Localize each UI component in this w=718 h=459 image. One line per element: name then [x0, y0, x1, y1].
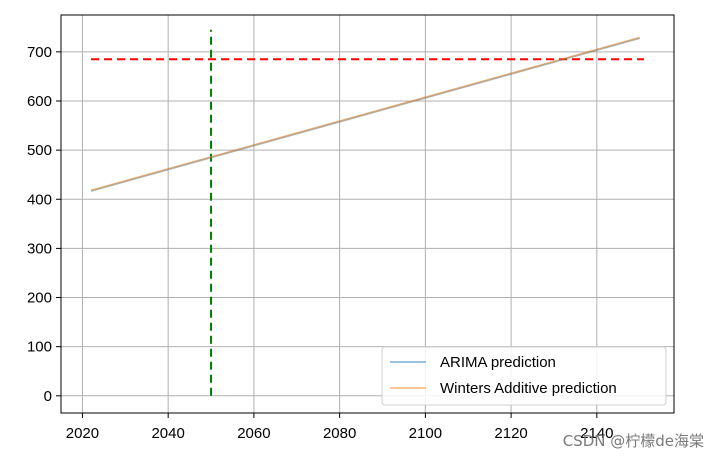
y-tick-label: 600 — [27, 93, 52, 110]
x-tick-label: 2020 — [66, 425, 99, 442]
y-tick-label: 700 — [27, 44, 52, 61]
y-tick-label: 400 — [27, 191, 52, 208]
plot-frame — [60, 14, 675, 414]
legend-label: ARIMA prediction — [440, 354, 556, 371]
reference-lines — [91, 29, 644, 396]
y-tick-label: 100 — [27, 339, 52, 356]
y-tick-label: 200 — [27, 290, 52, 307]
series-line-2 — [90, 36, 640, 192]
legend: ARIMA prediction Winters Additive predict… — [381, 346, 667, 406]
x-tick-label: 2040 — [151, 425, 184, 442]
y-tick-label: 0 — [44, 388, 52, 405]
x-tick-label: 2060 — [237, 425, 270, 442]
series-line-1 — [90, 37, 640, 192]
x-tick-label: 2120 — [494, 425, 527, 442]
series-lines — [90, 36, 640, 192]
axis-ticks: 2020 2040 2060 2080 2100 2120 2140 0 100 200 300 40… — [27, 44, 614, 442]
y-tick-label: 500 — [27, 142, 52, 159]
x-tick-label: 2100 — [409, 425, 442, 442]
legend-label: Winters Additive prediction — [440, 380, 617, 397]
x-tick-label: 2080 — [323, 425, 356, 442]
x-tick-label: 2140 — [580, 425, 613, 442]
watermark-text: CSDN @柠檬de海棠 — [563, 432, 704, 450]
y-tick-label: 300 — [27, 240, 52, 257]
legend-box — [381, 346, 667, 406]
grid — [61, 15, 674, 413]
